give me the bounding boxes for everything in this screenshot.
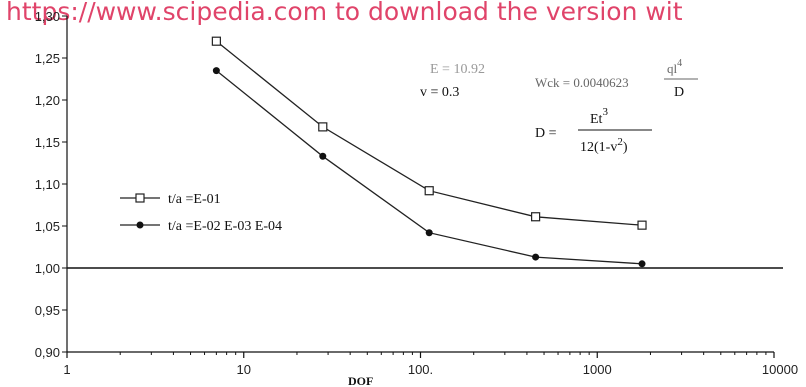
d-numerator-base: Et [590,112,603,127]
y-tick-label: 0,90 [35,345,60,360]
annotation-wck: Wck = 0.0040623 [535,75,629,90]
x-tick-label: 100. [408,362,433,377]
annotation-e: E = 10.92 [430,62,485,77]
watermark-text: https://www.scipedia.com to download the… [6,0,683,26]
y-ticks: 0,90 0,95 1,00 1,05 1,10 1,15 1,20 1,25 1,30 [35,9,67,360]
wck-numerator-exp: 4 [677,58,682,69]
y-tick-label: 1,25 [35,51,60,66]
x-tick-label: 10000 [762,362,798,377]
legend-marker-square [135,193,145,203]
data-point [424,186,434,196]
x-tick-label: 1 [63,362,70,377]
series-layer [211,36,647,268]
data-point [318,122,328,132]
data-point [638,260,646,268]
annotation-d: D = [535,126,557,141]
y-tick-label: 1,05 [35,219,60,234]
legend-label-series-2: t/a =E-02 E-03 E-04 [168,219,282,234]
data-point [425,229,433,237]
d-denominator-base: 12(1-v [580,140,617,155]
annotation-nu: v = 0.3 [420,85,459,100]
x-ticks: 1 10 100. 1000 10000 [63,352,798,377]
data-point [531,212,541,222]
y-tick-label: 1,10 [35,177,60,192]
legend-label-series-1: t/a =E-01 [168,192,221,207]
data-point [211,36,221,46]
annotations: E = 10.92 v = 0.3 Wck = 0.0040623 ql4 D … [420,58,698,155]
annotation-d-numerator: Et3 [590,106,608,127]
y-tick-label: 1,30 [35,9,60,24]
series-2 [212,67,646,268]
annotation-wck-denominator: D [674,85,684,100]
d-denominator-exp: 2 [617,136,623,148]
series-1 [211,36,647,230]
d-numerator-exp: 3 [602,106,608,118]
y-tick-label: 1,00 [35,261,60,276]
y-tick-label: 1,20 [35,93,60,108]
d-denominator-close: ) [623,140,628,155]
wck-numerator-base: ql [667,61,678,76]
legend: t/a =E-01 t/a =E-02 E-03 E-04 [120,192,282,234]
annotation-wck-numerator: ql4 [667,58,682,76]
x-tick-label: 10 [237,362,251,377]
annotation-d-denominator: 12(1-v2) [580,136,628,155]
data-point [532,253,540,261]
legend-marker-circle [136,221,144,229]
data-point [637,220,647,230]
x-tick-label: 1000 [583,362,612,377]
data-point [319,152,327,160]
y-tick-label: 1,15 [35,135,60,150]
x-axis-label: DOF [348,374,373,387]
y-tick-label: 0,95 [35,303,60,318]
data-point [212,67,220,75]
